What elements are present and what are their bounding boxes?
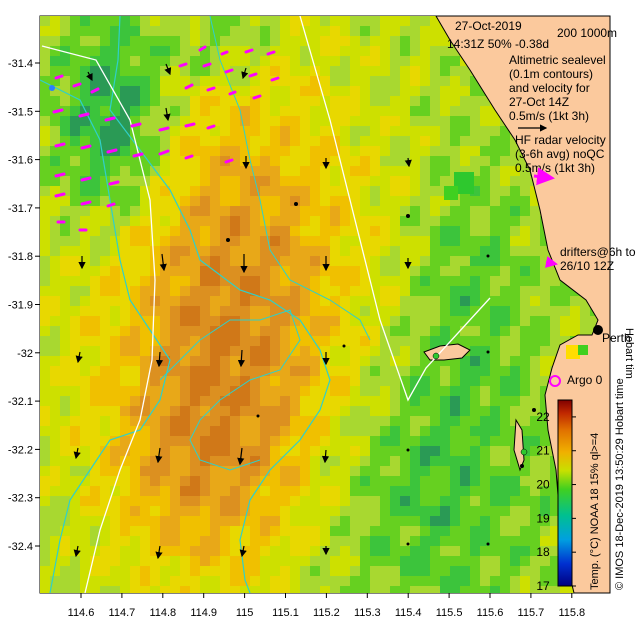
place-perth: Perth — [602, 331, 631, 345]
header-time: 14:31Z 50% -0.38d — [447, 37, 549, 51]
y-tick-label: -31.4 — [8, 58, 33, 70]
y-tick-label: -32 — [17, 348, 33, 360]
header-date: 27-Oct-2019 — [455, 19, 522, 33]
x-tick-label: 114.7 — [109, 607, 136, 619]
altimetry-arrows — [73, 63, 412, 560]
colorbar-tick: 18 — [536, 545, 550, 559]
x-tick-label: 115.3 — [354, 607, 381, 619]
hf-station-marker — [49, 85, 55, 91]
colorbar-tick: 20 — [536, 478, 550, 492]
legend-alt-5: 0.5m/s (1kt 3h) — [509, 109, 589, 123]
legend-hf-2: (3-6h avg) noQC — [515, 147, 605, 161]
x-tick-label: 115.6 — [477, 607, 504, 619]
perth-marker — [593, 325, 603, 335]
isobath-contour-4 — [159, 309, 301, 471]
isobath-contour — [40, 79, 171, 593]
x-tick-label: 114.6 — [68, 607, 95, 619]
y-axis: -31.4 -31.5 -31.6 -31.7 -31.8 -31.9 -32 -32.1 -3… — [8, 58, 40, 553]
y-tick-label: -32.1 — [8, 396, 33, 408]
legend-block: 27-Oct-2019 200 1000m 14:31Z 50% -0.38d … — [447, 19, 636, 387]
credit-text: © IMOS 18-Dec-2019 13:50:29 Hobart time — [614, 378, 626, 590]
legend-alt-1: Altimetric sealevel — [509, 53, 606, 67]
legend-hf-1: HF radar velocity — [515, 133, 606, 147]
y-tick-label: -31.9 — [8, 300, 33, 312]
x-tick-label: 115.2 — [313, 607, 340, 619]
y-tick-label: -32.4 — [8, 541, 33, 553]
colorbar-tick: 21 — [536, 444, 550, 458]
legend-drifter-1: drifters@6h to — [560, 245, 636, 259]
x-tick-label: 115.4 — [395, 607, 422, 619]
legend-drifter-2: 26/10 12Z — [560, 259, 614, 273]
y-tick-label: -32.2 — [8, 444, 33, 456]
header-scale: 200 1000m — [557, 26, 617, 40]
legend-alt-4: 27-Oct 14Z — [509, 95, 569, 109]
hobart-label: Hobart tim — [623, 328, 635, 379]
x-tick-label: 115.7 — [518, 607, 545, 619]
altimetry-dots — [226, 202, 490, 546]
track-line — [299, 16, 491, 402]
colorbar: 22 21 20 19 18 17 Temp. (°C) NOAA 18 15% ql>=… — [536, 399, 601, 593]
colorbar-tick: 19 — [536, 511, 550, 525]
argo-marker — [549, 375, 561, 387]
legend-argo: Argo 0 — [567, 373, 603, 387]
y-tick-label: -31.8 — [8, 251, 33, 263]
y-tick-label: -31.6 — [8, 155, 33, 167]
colorbar-tick: 17 — [536, 579, 550, 593]
y-tick-label: -31.5 — [8, 106, 33, 118]
hf-scale-arrow — [533, 167, 555, 186]
y-tick-label: -31.7 — [8, 203, 33, 215]
colorbar-tick: 22 — [536, 410, 550, 424]
isobath-contour-2 — [109, 16, 331, 593]
x-tick-label: 114.9 — [190, 607, 217, 619]
hf-radar-arrows — [52, 45, 280, 232]
colorbar-title: Temp. (°C) NOAA 18 15% ql>=4 — [589, 433, 601, 590]
colorbar-ramp — [557, 399, 573, 587]
x-tick-label: 114.8 — [149, 607, 176, 619]
legend-alt-2: (0.1m contours) — [509, 67, 593, 81]
legend-hf-3: 0.5m/s (1kt 3h) — [515, 161, 595, 175]
isobath-contour-3 — [209, 16, 371, 341]
x-tick-label: 115.5 — [436, 607, 463, 619]
y-tick-label: -32.3 — [8, 493, 33, 505]
x-tick-label: 115 — [236, 607, 254, 619]
x-tick-label: 115.1 — [272, 607, 299, 619]
legend-alt-3: and velocity for — [509, 81, 590, 95]
x-axis: 114.6 114.7 114.8 114.9 115 115.1 115.2 115.3 11… — [68, 593, 585, 619]
drifter-scale-arrow — [545, 256, 558, 268]
x-tick-label: 115.8 — [558, 607, 585, 619]
track-line-2 — [41, 45, 156, 593]
